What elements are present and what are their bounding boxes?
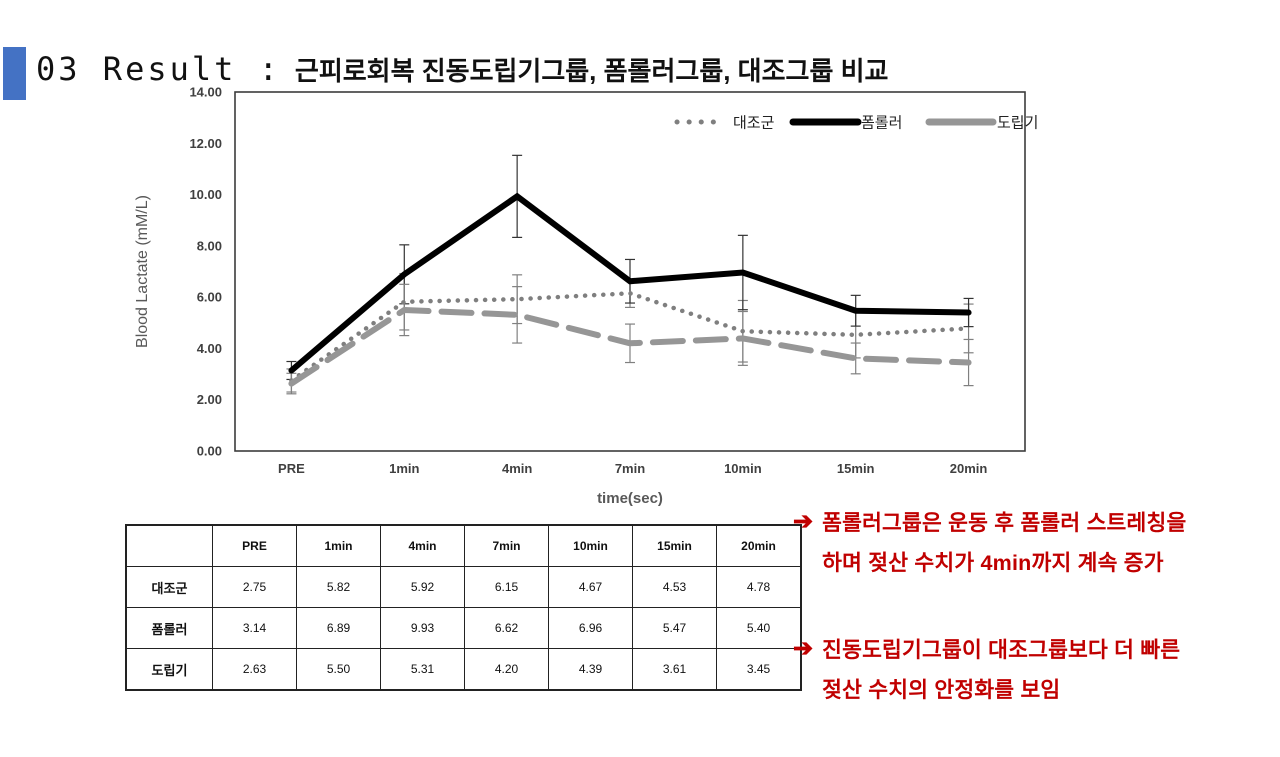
note-line: 젖산 수치의 안정화를 보임 <box>822 678 1061 702</box>
note-line: 하며 젖산 수치가 4min까지 계속 증가 <box>822 551 1164 575</box>
legend-label-대조군: 대조군 <box>733 115 775 132</box>
arrow-icon: ➔ <box>793 508 814 535</box>
table-cell: 4.39 <box>548 648 633 691</box>
x-tick-label: PRE <box>278 461 305 476</box>
y-tick-label: 6.00 <box>197 290 222 305</box>
table-header-cell: PRE <box>212 524 297 567</box>
series-line-대조군 <box>289 291 971 383</box>
table-header-cell: 7min <box>464 524 549 567</box>
legend-label-도립기: 도립기 <box>997 115 1038 132</box>
plot-border <box>234 91 1026 452</box>
table-cell: 6.62 <box>464 607 549 649</box>
table-header-cell: 20min <box>716 524 802 567</box>
y-tick-label: 12.00 <box>189 136 222 151</box>
table-row: 대조군 2.75 5.82 5.92 6.15 4.67 4.53 4.78 <box>125 566 802 608</box>
note-inversion: ➔ 진동도립기그룹이 대조그룹보다 더 빠른 젖산 수치의 안정화를 보임 <box>793 630 1278 710</box>
note-foamroller: ➔ 폼롤러그룹은 운동 후 폼롤러 스트레칭을 하며 젖산 수치가 4min까지… <box>793 503 1278 583</box>
title-prefix: 03 Result : <box>36 50 281 88</box>
table-cell: 4.53 <box>632 566 717 608</box>
lactate-table: PRE 1min 4min 7min 10min 15min 20min 대조군… <box>125 524 802 691</box>
table-cell: 3.45 <box>716 648 802 691</box>
lactate-chart: 0.00 2.00 4.00 6.00 8.00 10.00 12.00 14.00 PRE 1m… <box>125 85 1040 515</box>
x-tick-label: 20min <box>950 461 988 476</box>
table-cell: 5.50 <box>296 648 381 691</box>
y-tick-label: 8.00 <box>197 238 222 253</box>
row-label: 폼롤러 <box>125 607 213 649</box>
y-tick-label: 0.00 <box>197 444 222 459</box>
y-tick-label: 4.00 <box>197 341 222 356</box>
y-tick-label: 10.00 <box>189 187 222 202</box>
lactate-chart-svg: 0.00 2.00 4.00 6.00 8.00 10.00 12.00 14.00 PRE 1m… <box>134 85 1038 508</box>
table-cell: 9.93 <box>380 607 465 649</box>
table-cell: 5.40 <box>716 607 802 649</box>
title-accent-bar <box>3 47 26 100</box>
note-text: 폼롤러그룹은 운동 후 폼롤러 스트레칭을 하며 젖산 수치가 4min까지 계… <box>822 503 1186 583</box>
table-cell: 2.75 <box>212 566 297 608</box>
series-line-폼롤러 <box>288 192 972 374</box>
table-cell: 5.82 <box>296 566 381 608</box>
legend-label-폼롤러: 폼롤러 <box>861 115 902 132</box>
x-tick-label: 1min <box>389 461 419 476</box>
table-cell: 4.67 <box>548 566 633 608</box>
table-cell: 5.31 <box>380 648 465 691</box>
table-cell: 5.47 <box>632 607 717 649</box>
y-tick-label: 14.00 <box>189 85 222 100</box>
row-label: 대조군 <box>125 566 213 608</box>
table-header-cell: 4min <box>380 524 465 567</box>
x-tick-label: 10min <box>724 461 762 476</box>
table-header-cell <box>125 524 213 567</box>
slide-title: 03 Result : 근피로회복 진동도립기그룹, 폼롤러그룹, 대조그룹 비… <box>36 50 888 88</box>
table-cell: 6.15 <box>464 566 549 608</box>
x-tick-label: 4min <box>502 461 532 476</box>
title-main: 근피로회복 진동도립기그룹, 폼롤러그룹, 대조그룹 비교 <box>294 56 889 86</box>
table-header-cell: 10min <box>548 524 633 567</box>
note-text: 진동도립기그룹이 대조그룹보다 더 빠른 젖산 수치의 안정화를 보임 <box>822 630 1180 710</box>
x-tick-label: 15min <box>837 461 875 476</box>
row-label: 도립기 <box>125 648 213 691</box>
table-cell: 5.92 <box>380 566 465 608</box>
table-cell: 6.96 <box>548 607 633 649</box>
table-header-cell: 15min <box>632 524 717 567</box>
series-line-도립기 <box>288 306 972 387</box>
table-row: 폼롤러 3.14 6.89 9.93 6.62 6.96 5.47 5.40 <box>125 607 802 649</box>
table-cell: 4.78 <box>716 566 802 608</box>
note-line: 진동도립기그룹이 대조그룹보다 더 빠른 <box>822 638 1181 662</box>
table-cell: 3.61 <box>632 648 717 691</box>
arrow-icon: ➔ <box>793 635 814 662</box>
table-header-row: PRE 1min 4min 7min 10min 15min 20min <box>125 524 802 567</box>
table-cell: 2.63 <box>212 648 297 691</box>
table-header-cell: 1min <box>296 524 381 567</box>
y-axis-title: Blood Lactate (mM/L) <box>134 195 151 348</box>
x-axis-title: time(sec) <box>597 490 663 507</box>
x-tick-label: 7min <box>615 461 645 476</box>
table-cell: 6.89 <box>296 607 381 649</box>
table-row: 도립기 2.63 5.50 5.31 4.20 4.39 3.61 3.45 <box>125 648 802 691</box>
note-line: 폼롤러그룹은 운동 후 폼롤러 스트레칭을 <box>822 511 1187 535</box>
table-cell: 4.20 <box>464 648 549 691</box>
table-cell: 3.14 <box>212 607 297 649</box>
y-tick-label: 2.00 <box>197 392 222 407</box>
annotation-notes: ➔ 폼롤러그룹은 운동 후 폼롤러 스트레칭을 하며 젖산 수치가 4min까지… <box>793 503 1278 757</box>
